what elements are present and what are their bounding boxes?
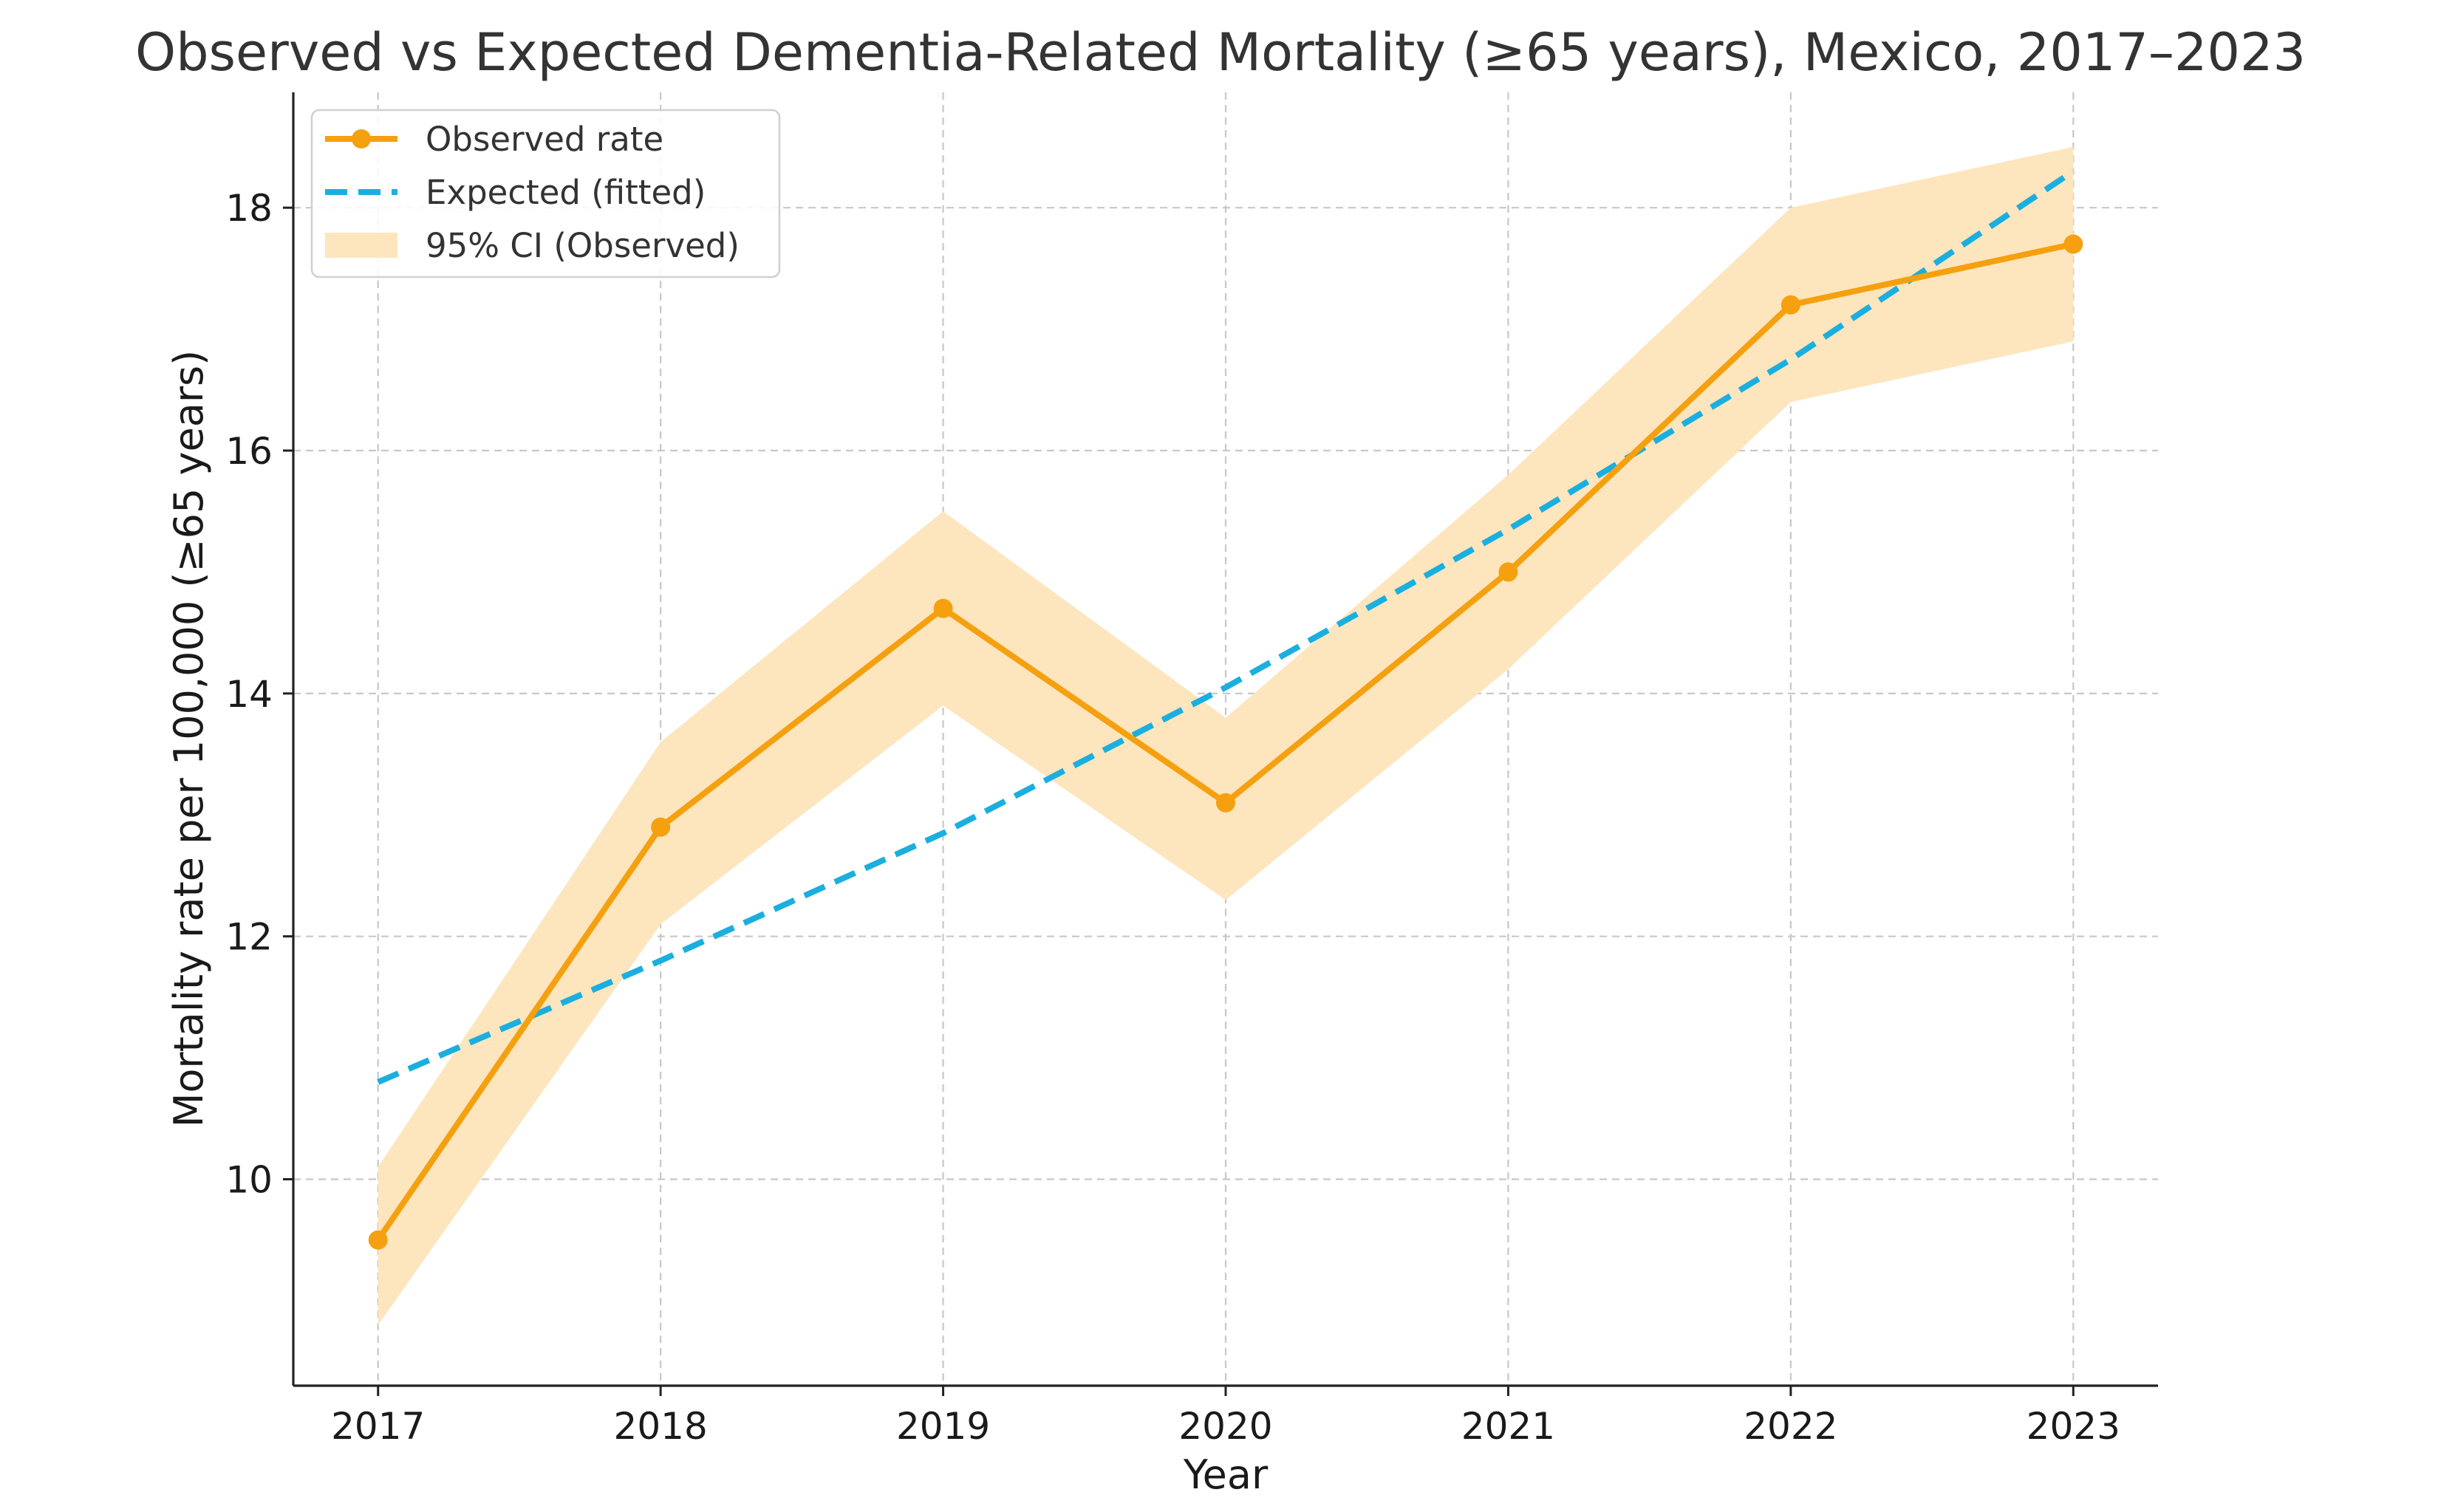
observed-series-layer [368, 234, 2083, 1250]
legend-swatch-band [325, 233, 397, 258]
axes [283, 92, 2158, 1396]
observed-point-2018 [651, 817, 671, 837]
x-tick-label-2018: 2018 [614, 1405, 708, 1448]
legend-label-1: Observed rate [426, 120, 663, 159]
y-tick-label-12: 12 [225, 916, 273, 959]
x-tick-label-2023: 2023 [2027, 1405, 2120, 1448]
observed-point-2020 [1216, 793, 1235, 813]
legend-box [310, 109, 781, 278]
y-tick-labels: 10 12 14 16 18 [225, 187, 273, 1201]
legend: Observed rate Expected (fitted) 95% CI (Ob… [310, 109, 781, 278]
x-axis-label: Year [1183, 1451, 1269, 1498]
chart-title: Observed vs Expected Dementia-Related Mo… [135, 22, 2306, 83]
observed-point-2019 [933, 598, 953, 618]
observed-point-2017 [368, 1230, 388, 1250]
y-tick-label-10: 10 [225, 1158, 273, 1201]
y-axis-label: Mortality rate per 100,000 (≥65 years) [165, 350, 212, 1127]
x-tick-label-2017: 2017 [331, 1405, 425, 1448]
observed-point-2023 [2063, 234, 2083, 254]
legend-label-3: 95% CI (Observed) [426, 226, 740, 265]
grid-lines [293, 92, 2158, 1386]
observed-point-2022 [1781, 295, 1800, 315]
y-tick-label-16: 16 [225, 430, 273, 473]
x-tick-label-2021: 2021 [1461, 1405, 1555, 1448]
legend-marker-observed [352, 129, 371, 148]
y-tick-label-18: 18 [225, 187, 273, 230]
expected-series-layer [377, 168, 2075, 1085]
x-tick-label-2020: 2020 [1178, 1405, 1272, 1448]
observed-point-2021 [1498, 562, 1518, 582]
x-tick-label-2022: 2022 [1744, 1405, 1837, 1448]
expected-line [377, 168, 2075, 1085]
legend-label-2: Expected (fitted) [426, 173, 706, 212]
y-tick-label-14: 14 [225, 673, 273, 716]
x-tick-labels: 2017 2018 2019 2020 2021 2022 2023 [331, 1405, 2120, 1448]
x-tick-label-2019: 2019 [896, 1405, 990, 1448]
